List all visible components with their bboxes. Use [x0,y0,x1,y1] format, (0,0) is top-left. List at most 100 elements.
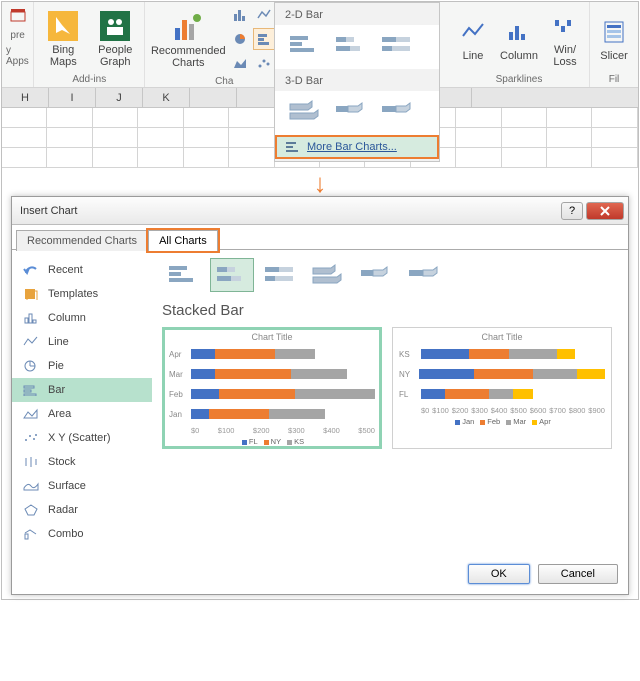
chart-category-stock[interactable]: Stock [12,450,152,474]
bar-3d-stacked[interactable] [331,95,371,127]
subtype-0[interactable] [162,258,206,292]
bar-2d-100stacked[interactable] [377,29,417,61]
chart-category-area[interactable]: Area [12,402,152,426]
category-icon [22,311,40,325]
cha-label: Cha [215,76,233,87]
cell[interactable] [456,148,501,167]
column-header[interactable]: K [143,88,190,107]
more-bar-charts[interactable]: More Bar Charts... [275,135,439,159]
bar-3d-100stacked[interactable] [377,95,417,127]
chart-category-surface[interactable]: Surface [12,474,152,498]
insert-pie-split[interactable] [229,28,251,50]
subtype-4[interactable] [354,258,398,292]
category-label: Combo [48,528,83,540]
bar-segment [445,389,489,399]
cell[interactable] [502,108,547,127]
insert-scatter-split[interactable] [253,52,275,74]
sparkline-line-button[interactable]: Line [453,14,493,62]
cell[interactable] [47,128,92,147]
cell[interactable] [592,128,637,147]
people-graph-button[interactable]: People Graph [90,8,140,68]
chart-preview[interactable]: Chart TitleAprMarFebJan$0$100$200$300$40… [162,327,382,449]
cell[interactable] [93,128,138,147]
arrow-down-icon: ↓ [2,168,638,196]
subtype-5[interactable] [402,258,446,292]
cell[interactable] [47,148,92,167]
cell[interactable] [592,108,637,127]
chart-category-pie[interactable]: Pie [12,354,152,378]
help-button[interactable]: ? [561,202,583,220]
chart-title: Chart Title [169,332,375,342]
cell[interactable] [592,148,637,167]
cell[interactable] [456,108,501,127]
cell[interactable] [138,108,183,127]
cell[interactable] [184,128,229,147]
cell[interactable] [547,148,592,167]
bar-3d-clustered[interactable] [285,95,325,127]
bar-2d-clustered[interactable] [285,29,325,61]
chart-category-combo[interactable]: Combo [12,522,152,546]
chart-category-templates[interactable]: Templates [12,282,152,306]
tab-recommended[interactable]: Recommended Charts [16,230,148,251]
column-header[interactable]: J [96,88,143,107]
category-label: Area [48,408,71,420]
cell[interactable] [138,128,183,147]
recommended-charts-button[interactable]: Recommended Charts [149,9,227,69]
cell[interactable] [184,148,229,167]
cell[interactable] [229,148,274,167]
category-icon [22,263,40,277]
dropdown-2d-header: 2-D Bar [275,3,439,25]
subtype-1[interactable] [210,258,254,292]
cell[interactable] [2,148,47,167]
bar-2d-stacked[interactable] [331,29,371,61]
cell[interactable] [502,148,547,167]
tab-all-charts[interactable]: All Charts [148,230,218,251]
sparkline-column-button[interactable]: Column [495,14,543,62]
chart-category-column[interactable]: Column [12,306,152,330]
chart-preview[interactable]: Chart TitleKSNYFL$0$100$200$300$400$500$… [392,327,612,449]
column-header[interactable]: I [49,88,96,107]
chart-category-x-y-scatter-[interactable]: X Y (Scatter) [12,426,152,450]
insert-line-split[interactable] [253,4,275,26]
column-label: Column [500,50,538,62]
cell[interactable] [138,148,183,167]
cell[interactable] [184,108,229,127]
cancel-button[interactable]: Cancel [538,564,618,584]
column-header[interactable] [190,88,237,107]
column-header[interactable]: H [2,88,49,107]
cell[interactable] [502,128,547,147]
store-button[interactable] [7,4,29,26]
cell[interactable] [2,108,47,127]
sparkline-winloss-button[interactable]: Win/ Loss [545,8,585,68]
chart-category-recent[interactable]: Recent [12,258,152,282]
cell[interactable] [229,108,274,127]
bar-segment [191,369,215,379]
category-label: Pie [48,360,64,372]
ok-button[interactable]: OK [468,564,530,584]
cell[interactable] [47,108,92,127]
cell[interactable] [547,128,592,147]
cell[interactable] [93,108,138,127]
cell[interactable] [456,128,501,147]
category-label: Line [48,336,69,348]
people-label: People Graph [98,44,132,68]
close-button[interactable] [586,202,624,220]
category-icon [22,431,40,445]
cell[interactable] [93,148,138,167]
bar-segment [295,389,375,399]
insert-bar-split[interactable] [253,28,275,50]
cell[interactable] [547,108,592,127]
chart-category-line[interactable]: Line [12,330,152,354]
slicer-button[interactable]: Slicer [594,14,634,62]
chart-category-bar[interactable]: Bar [12,378,152,402]
cell[interactable] [2,128,47,147]
insert-area-split[interactable] [229,52,251,74]
bar-label: Feb [169,390,191,399]
insert-column-split[interactable] [229,4,251,26]
subtype-2[interactable] [258,258,302,292]
chart-category-radar[interactable]: Radar [12,498,152,522]
category-icon [22,383,40,397]
cell[interactable] [229,128,274,147]
bing-maps-button[interactable]: Bing Maps [38,8,88,68]
subtype-3[interactable] [306,258,350,292]
